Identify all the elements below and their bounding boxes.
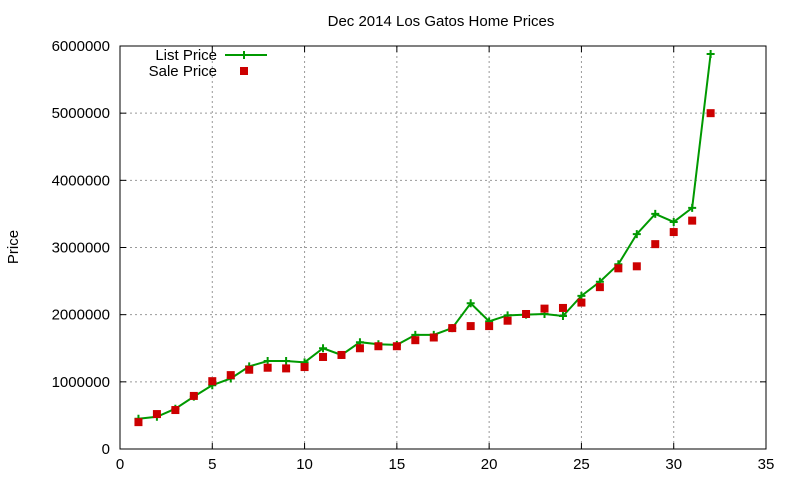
- data-point: [245, 365, 254, 374]
- data-point: [669, 228, 678, 237]
- data-point: [522, 309, 531, 318]
- data-point: [300, 363, 309, 372]
- y-tick-label: 5000000: [52, 105, 110, 122]
- data-point: [466, 322, 475, 331]
- data-point: [632, 262, 641, 271]
- y-tick-label: 0: [102, 441, 110, 458]
- data-point: [577, 298, 586, 307]
- data-point: [688, 216, 697, 225]
- data-point: [558, 312, 567, 321]
- data-point: [651, 240, 660, 249]
- y-tick-label: 3000000: [52, 240, 110, 257]
- legend: List Price Sale Price: [149, 47, 267, 80]
- y-axis-label: Price: [5, 230, 22, 264]
- y-tick-label: 4000000: [52, 172, 110, 189]
- series-1: [134, 109, 715, 427]
- x-tick-label: 25: [573, 456, 590, 473]
- y-tick-label: 1000000: [52, 374, 110, 391]
- data-point: [614, 264, 623, 273]
- x-tick-label: 0: [116, 456, 124, 473]
- data-point: [448, 324, 457, 333]
- legend-label-sale-price: Sale Price: [149, 63, 217, 80]
- data-point: [466, 299, 475, 308]
- data-point: [152, 410, 161, 419]
- data-point: [595, 283, 604, 292]
- legend-marker-list-price: [240, 51, 248, 59]
- x-tick-labels: 0 5 10 15 20 25 30 35: [116, 456, 775, 473]
- legend-label-list-price: List Price: [155, 47, 217, 64]
- data-point: [429, 333, 438, 342]
- data-point: [263, 363, 272, 372]
- data-point: [706, 50, 715, 59]
- data-point: [134, 418, 143, 427]
- y-tick-label: 6000000: [52, 38, 110, 55]
- data-point: [208, 377, 217, 386]
- data-point: [263, 357, 272, 366]
- data-point: [558, 303, 567, 312]
- x-tick-label: 30: [665, 456, 682, 473]
- data-point: [319, 352, 328, 361]
- chart-title: Dec 2014 Los Gatos Home Prices: [328, 13, 555, 30]
- data-point: [651, 209, 660, 218]
- axis-ticks: [119, 45, 767, 450]
- data-point: [411, 336, 420, 345]
- data-point: [669, 217, 678, 226]
- data-point: [577, 291, 586, 300]
- x-tick-label: 20: [481, 456, 498, 473]
- y-tick-label: 2000000: [52, 307, 110, 324]
- x-tick-label: 5: [208, 456, 216, 473]
- data-point: [688, 203, 697, 212]
- data-point: [171, 406, 180, 415]
- data-point: [282, 364, 291, 373]
- data-point: [189, 391, 198, 400]
- series-0: [134, 50, 715, 423]
- data-point: [503, 316, 512, 325]
- legend-marker-sale-price: [240, 67, 248, 75]
- y-tick-labels: 0 1000000 2000000 3000000 4000000 5000000 6000…: [52, 38, 110, 458]
- data-point: [392, 342, 401, 351]
- x-tick-label: 15: [389, 456, 406, 473]
- data-point: [632, 230, 641, 239]
- data-point: [540, 304, 549, 313]
- x-tick-label: 35: [758, 456, 775, 473]
- data-point: [337, 350, 346, 359]
- series-layer: [134, 50, 715, 427]
- data-point: [226, 371, 235, 380]
- data-point: [374, 342, 383, 351]
- series-line: [138, 53, 712, 420]
- data-point: [282, 357, 291, 366]
- grid-lines: [120, 46, 766, 449]
- x-tick-label: 10: [296, 456, 313, 473]
- data-point: [319, 344, 328, 353]
- data-point: [706, 109, 715, 118]
- data-point: [355, 344, 364, 353]
- data-point: [485, 322, 494, 331]
